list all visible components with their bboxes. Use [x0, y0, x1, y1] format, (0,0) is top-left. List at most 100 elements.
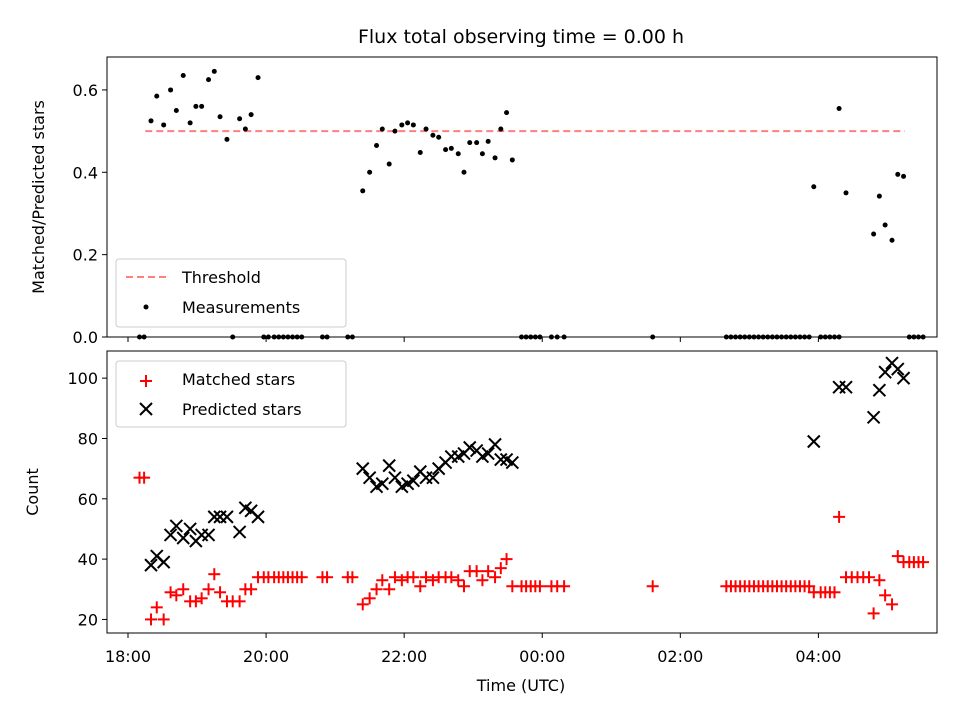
- measurement-point: [193, 103, 199, 109]
- matched-star-point: [376, 574, 389, 587]
- matched-star-point: [886, 598, 899, 611]
- legend-predicted-swatch: [139, 402, 153, 416]
- measurement-point: [168, 87, 174, 93]
- measurement-point: [154, 93, 160, 99]
- measurement-point: [448, 145, 454, 151]
- matched-star-point: [233, 595, 246, 608]
- measurement-point: [843, 190, 849, 196]
- matched-star-point: [833, 510, 846, 523]
- predicted-star-point: [406, 473, 421, 488]
- predicted-star-point: [375, 476, 389, 491]
- predicted-star-point: [183, 522, 197, 536]
- predicted-star-point: [463, 440, 477, 455]
- measurement-point: [255, 75, 261, 81]
- predicted-star-point: [156, 555, 171, 569]
- measurement-point: [455, 151, 461, 157]
- matched-star-point: [170, 589, 183, 602]
- measurement-point: [895, 171, 901, 177]
- bottom-axes-frame: [106, 350, 938, 634]
- x-tick-label: 00:00: [519, 647, 565, 666]
- top-y-tick-label: 0.2: [73, 246, 98, 265]
- matched-star-point: [873, 574, 886, 587]
- predicted-star-point: [388, 470, 402, 485]
- predicted-star-point: [444, 449, 459, 464]
- measurement-point: [161, 122, 167, 128]
- predicted-star-point: [163, 528, 178, 542]
- matched-star-point: [445, 571, 458, 584]
- legend-measurements-label: Measurements: [182, 298, 300, 317]
- predicted-star-point: [251, 510, 265, 524]
- top-y-tick-label: 0.6: [73, 81, 98, 100]
- matched-star-point: [295, 571, 308, 584]
- measurement-point: [492, 155, 498, 161]
- measurement-point: [443, 147, 449, 153]
- measurement-point: [901, 173, 907, 179]
- matched-star-point: [489, 571, 502, 584]
- matched-star-point: [803, 580, 816, 593]
- measurement-point: [367, 169, 373, 175]
- bottom-legend: Matched stars Predicted stars: [115, 360, 347, 428]
- predicted-star-point: [807, 434, 821, 449]
- matched-star-point: [558, 580, 571, 593]
- measurement-point: [248, 112, 254, 118]
- bottom-panel: 20 40 60 80 100 18:00 20:00 22:00 00:00 02:00 04:…: [23, 350, 938, 695]
- top-legend: Threshold Measurements: [115, 258, 347, 328]
- measurement-point: [509, 157, 515, 163]
- matched-star-point: [145, 613, 158, 626]
- x-tick-label: 20:00: [243, 647, 289, 666]
- matched-star-point: [420, 571, 433, 584]
- measurement-point: [485, 138, 491, 144]
- predicted-star-point: [169, 519, 184, 533]
- predicted-star-point: [488, 437, 502, 452]
- matched-star-point: [388, 571, 401, 584]
- measurement-point: [392, 128, 398, 134]
- predicted-star-point: [866, 410, 881, 425]
- matched-star-point: [891, 550, 904, 563]
- measurement-point: [889, 237, 895, 243]
- measurement-point: [405, 120, 411, 126]
- matched-star-point: [164, 586, 177, 599]
- measurement-point: [211, 68, 217, 74]
- measurement-point: [882, 222, 888, 228]
- matched-star-point: [195, 592, 208, 605]
- x-axis-label: Time (UTC): [476, 676, 565, 695]
- predicted-star-point: [891, 362, 905, 376]
- measurement-point: [876, 193, 882, 199]
- matched-star-point: [470, 565, 483, 578]
- top-y-axis-label: Matched/Predicted stars: [29, 100, 48, 294]
- matched-star-point: [828, 586, 841, 599]
- measurement-point: [430, 132, 436, 138]
- measurement-point: [498, 126, 504, 132]
- matched-star-point: [214, 586, 227, 599]
- bottom-plot-area: [133, 356, 930, 626]
- bottom-y-tick-label: 60: [78, 490, 98, 509]
- predicted-star-point: [232, 525, 247, 539]
- predicted-star-point: [382, 458, 396, 473]
- top-y-tick-label: 0.0: [73, 328, 98, 347]
- figure-title: Flux total observing time = 0.00 h: [358, 26, 684, 48]
- predicted-star-point: [144, 558, 158, 572]
- measurement-point: [461, 169, 467, 175]
- measurement-point: [871, 231, 877, 237]
- matched-star-point: [395, 574, 408, 587]
- bottom-y-tick-label: 80: [78, 429, 98, 448]
- matched-star-point: [414, 580, 427, 593]
- predicted-star-point: [832, 380, 846, 394]
- matched-star-point: [157, 613, 170, 626]
- measurement-point: [436, 134, 442, 140]
- top-x-ticks: [127, 337, 819, 342]
- bottom-x-axis: 18:00 20:00 22:00 00:00 02:00 04:00: [105, 633, 841, 666]
- matched-star-point: [356, 598, 369, 611]
- predicted-star-point: [896, 371, 911, 385]
- top-y-axis: 0.0 0.2 0.4 0.6: [73, 81, 107, 347]
- measurement-point: [360, 188, 366, 194]
- matched-star-point: [646, 580, 659, 593]
- measurement-point: [374, 143, 380, 149]
- top-panel: 0.0 0.2 0.4 0.6 Matched/Predicted stars Thr…: [29, 56, 938, 347]
- predicted-star-point: [220, 510, 234, 524]
- measurement-point: [217, 114, 223, 120]
- measurement-point: [504, 110, 510, 116]
- predicted-star-point: [494, 452, 508, 467]
- legend-threshold-label: Threshold: [181, 268, 261, 287]
